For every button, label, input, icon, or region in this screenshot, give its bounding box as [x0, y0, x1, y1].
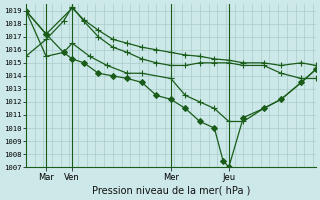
X-axis label: Pression niveau de la mer( hPa ): Pression niveau de la mer( hPa ): [92, 186, 250, 196]
